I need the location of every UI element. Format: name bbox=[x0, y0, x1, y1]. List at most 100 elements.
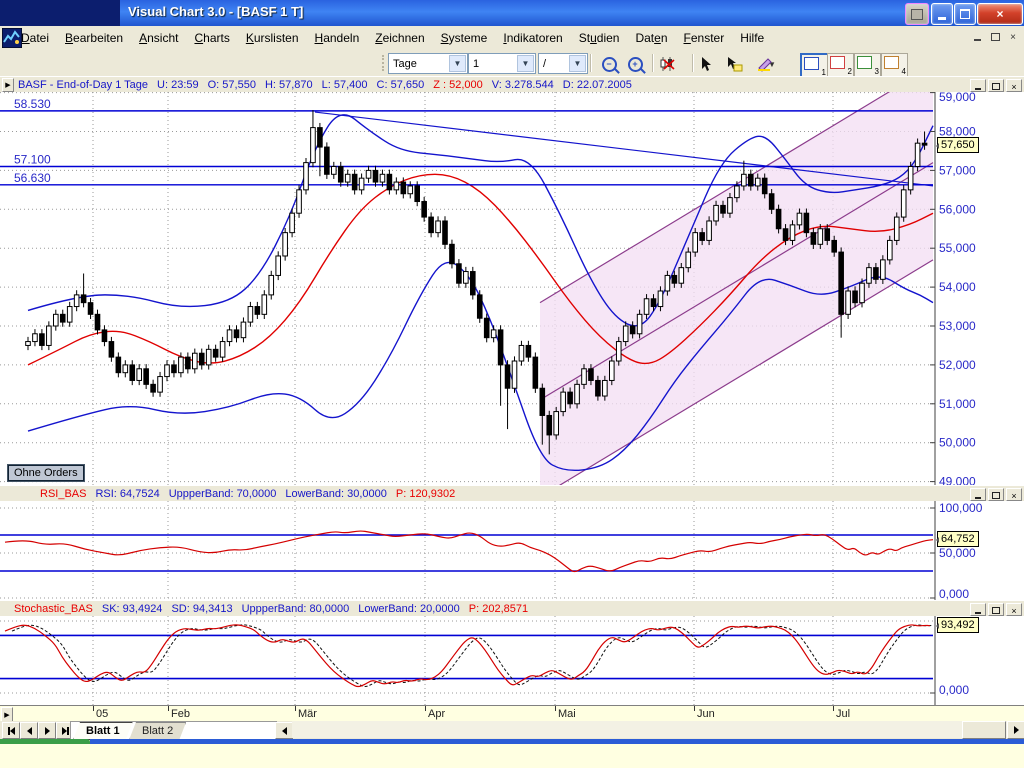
collapse-arrow-button[interactable]: ▶ bbox=[2, 77, 14, 92]
toolbar-grip[interactable] bbox=[382, 55, 387, 71]
stochastic-chart[interactable]: 0,000 bbox=[0, 616, 1024, 705]
menu-studien[interactable]: Studien bbox=[578, 31, 620, 45]
chevron-down-icon[interactable]: ▼ bbox=[517, 55, 534, 72]
restore-button[interactable] bbox=[954, 3, 976, 25]
rsi-panel-controls: × bbox=[970, 488, 1022, 501]
pen-icon bbox=[758, 58, 772, 72]
app-icon bbox=[2, 28, 22, 48]
time-tick bbox=[93, 706, 94, 711]
first-sheet-button[interactable] bbox=[2, 722, 20, 739]
panel-minimize-icon[interactable] bbox=[970, 603, 986, 616]
chevron-down-icon[interactable]: ▼ bbox=[768, 59, 776, 69]
zoom-in-icon: + bbox=[627, 56, 643, 72]
tab-scroll-left-button[interactable] bbox=[275, 722, 293, 739]
zoom-in-button[interactable]: + bbox=[622, 53, 648, 75]
price-axis-label: 54,000 bbox=[939, 280, 976, 294]
chevron-down-icon[interactable]: ▼ bbox=[569, 55, 586, 72]
menu-daten[interactable]: Daten bbox=[635, 31, 668, 45]
time-axis-label: Jul bbox=[836, 708, 851, 720]
panel-maximize-icon[interactable] bbox=[988, 603, 1004, 616]
rsi-value-badge: 64,752 bbox=[936, 531, 979, 547]
close-button[interactable]: × bbox=[977, 3, 1023, 25]
panel-minimize-icon[interactable] bbox=[970, 488, 986, 501]
sheet-tab-blatt-2[interactable]: Blatt 2 bbox=[129, 722, 186, 740]
chevron-down-icon[interactable]: ▼ bbox=[449, 55, 466, 72]
last-sheet-button[interactable] bbox=[56, 722, 74, 739]
price-chart[interactable]: 59,000 58,000 57,000 56,000 55,000 54,000 53,0… bbox=[0, 92, 1024, 485]
minimize-button[interactable] bbox=[931, 3, 953, 25]
axis-arrow-button[interactable]: ▶ bbox=[1, 707, 13, 722]
main-panel-controls: × bbox=[970, 79, 1022, 92]
time-axis: ▶ 05 Feb Mär Apr Mai Jun Jul bbox=[0, 705, 1024, 722]
menu-systeme[interactable]: Systeme bbox=[440, 31, 488, 45]
price-axis-label: 55,000 bbox=[939, 241, 976, 255]
child-minimize-icon[interactable] bbox=[970, 30, 984, 43]
header-field: RSI_BAS bbox=[40, 487, 87, 500]
child-close-icon[interactable]: × bbox=[1010, 32, 1016, 43]
chart-window-button-3[interactable]: 3 bbox=[854, 53, 881, 78]
pointer-label-button[interactable] bbox=[724, 53, 754, 75]
menu-handeln[interactable]: Handeln bbox=[314, 31, 360, 45]
taskbar-edge bbox=[90, 739, 1024, 744]
header-field: SD: 94,3413 bbox=[171, 602, 233, 615]
time-tick bbox=[295, 706, 296, 711]
panel-maximize-icon[interactable] bbox=[988, 488, 1004, 501]
prev-sheet-button[interactable] bbox=[20, 722, 38, 739]
draw-pen-button[interactable]: ▼ bbox=[754, 53, 790, 75]
window-title: Visual Chart 3.0 - [BASF 1 T] bbox=[128, 4, 304, 19]
price-axis-label: 58,000 bbox=[939, 125, 976, 139]
start-button-edge[interactable] bbox=[0, 739, 90, 744]
next-sheet-button[interactable] bbox=[38, 722, 56, 739]
menu-hilfe[interactable]: Hilfe bbox=[740, 31, 765, 45]
zoom-out-button[interactable]: − bbox=[596, 53, 622, 75]
menu-charts[interactable]: Charts bbox=[194, 31, 230, 45]
menu-ansicht[interactable]: Ansicht bbox=[139, 31, 179, 45]
line-style-combo[interactable]: / ▼ bbox=[538, 53, 588, 74]
menu-bearbeiten[interactable]: Bearbeiten bbox=[65, 31, 124, 45]
time-axis-label: Mär bbox=[298, 708, 317, 720]
time-tick bbox=[425, 706, 426, 711]
header-field: Z : 52,000 bbox=[433, 78, 483, 91]
panel-maximize-icon[interactable] bbox=[988, 79, 1004, 92]
stochastic-header-bar: Stochastic_BAS SK: 93,4924 SD: 94,3413 Uppp… bbox=[0, 600, 1024, 617]
panel-close-icon[interactable]: × bbox=[1006, 79, 1022, 92]
time-tick bbox=[694, 706, 695, 711]
panel-close-icon[interactable]: × bbox=[1006, 603, 1022, 616]
interval-combo[interactable]: 1 ▼ bbox=[468, 53, 536, 74]
menu-fenster[interactable]: Fenster bbox=[683, 31, 725, 45]
header-field: D: 22.07.2005 bbox=[562, 78, 632, 91]
panel-close-icon[interactable]: × bbox=[1006, 488, 1022, 501]
menu-bar: Datei Bearbeiten Ansicht Charts Kurslisten Ha… bbox=[0, 26, 1024, 51]
chart-thumbnail-icon bbox=[884, 56, 899, 69]
chart-window-button-1[interactable]: 1 bbox=[800, 53, 829, 80]
rsi-axis-label: 0,000 bbox=[939, 587, 969, 600]
time-axis-label: Jun bbox=[697, 708, 715, 720]
price-axis-label: 52,000 bbox=[939, 358, 976, 372]
sheet-tabs: Blatt 1 Blatt 2 bbox=[70, 721, 277, 740]
pointer-icon bbox=[702, 57, 711, 71]
chart-thumbnail-icon bbox=[857, 56, 872, 69]
stochastic-value-badge: 93,492 bbox=[936, 617, 979, 633]
chart-window-button-2[interactable]: 2 bbox=[827, 53, 854, 78]
header-field: BASF - End-of-Day 1 Tage bbox=[18, 78, 149, 91]
sheet-tab-blatt-1[interactable]: Blatt 1 bbox=[73, 722, 133, 740]
orders-status-button[interactable]: Ohne Orders bbox=[8, 465, 84, 481]
pointer-button[interactable] bbox=[698, 53, 724, 75]
chart-thumbnail-icon bbox=[804, 57, 819, 70]
left-icon bbox=[281, 726, 287, 735]
panel-minimize-icon[interactable] bbox=[970, 79, 986, 92]
chart-window-button-4[interactable]: 4 bbox=[881, 53, 908, 78]
menu-zeichnen[interactable]: Zeichnen bbox=[375, 31, 425, 45]
child-restore-icon[interactable] bbox=[988, 30, 1002, 43]
menu-datei[interactable]: Datei bbox=[21, 31, 50, 45]
scrollbar-thumb[interactable] bbox=[962, 721, 1006, 739]
scroll-right-button[interactable] bbox=[1007, 721, 1024, 739]
horizontal-scrollbar[interactable] bbox=[292, 721, 1024, 739]
time-axis-label: Feb bbox=[171, 708, 190, 720]
menu-indikatoren[interactable]: Indikatoren bbox=[503, 31, 563, 45]
rsi-chart[interactable]: 100,000 50,000 0,000 bbox=[0, 501, 1024, 600]
show-desktop-button[interactable] bbox=[905, 3, 929, 25]
delete-bars-button[interactable] bbox=[658, 53, 688, 75]
menu-kurslisten[interactable]: Kurslisten bbox=[245, 31, 299, 45]
period-combo[interactable]: Tage ▼ bbox=[388, 53, 468, 74]
